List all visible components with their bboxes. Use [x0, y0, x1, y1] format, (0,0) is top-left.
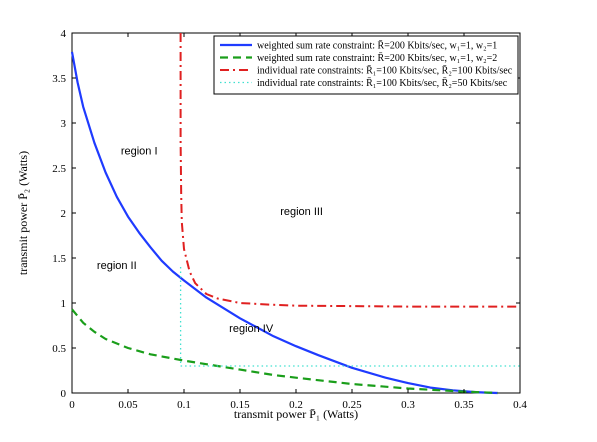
x-axis-label: transmit power P̄₁ (Watts)	[234, 407, 358, 421]
y-tick-label: 3.5	[52, 73, 66, 85]
y-tick-label: 1	[61, 298, 67, 310]
x-tick-label: 0.25	[342, 399, 362, 411]
y-tick-label: 0	[61, 388, 67, 400]
y-tick-label: 0.5	[52, 343, 66, 355]
region-annotations: region I region II region III region IV	[97, 146, 323, 335]
x-tick-label: 0.35	[454, 399, 474, 411]
region-label: region IV	[229, 323, 274, 335]
y-tick-label: 4	[61, 28, 67, 40]
region-label: region II	[97, 260, 137, 272]
x-tick-label: 0.15	[230, 399, 250, 411]
legend-entry: individual rate constraints: R̄₁=100 Kbi…	[257, 77, 508, 89]
legend-box	[213, 35, 519, 95]
x-tick-label: 0.05	[118, 399, 138, 411]
x-tick-label: 0.1	[177, 399, 191, 411]
x-tick-label: 0.2	[289, 399, 303, 411]
series-line-3	[179, 33, 520, 308]
legend-entry: weighted sum rate constraint: R̄=200 Kbi…	[257, 52, 497, 64]
y-tick-label: 1.5	[52, 253, 66, 265]
legend-entry: weighted sum rate constraint: R̄=200 Kbi…	[257, 40, 497, 52]
region-label: region I	[121, 146, 158, 158]
legend: weighted sum rate constraint: R̄=200 Kbi…	[213, 35, 519, 95]
series-line-1	[70, 51, 498, 395]
x-tick-label: 0.4	[513, 399, 527, 411]
x-tick-label: 0	[69, 399, 75, 411]
y-tick-label: 2	[61, 208, 67, 220]
x-tick-label: 0.3	[401, 399, 415, 411]
series-line-4	[179, 267, 520, 367]
curves	[70, 33, 520, 395]
y-tick-label: 3	[61, 118, 67, 130]
y-axis-label: transmit power P̄₂ (Watts)	[16, 151, 30, 275]
region-label: region III	[280, 206, 323, 218]
y-tick-label: 2.5	[52, 163, 66, 175]
legend-entry: individual rate constraints: R̄₁=100 Kbi…	[257, 65, 513, 77]
